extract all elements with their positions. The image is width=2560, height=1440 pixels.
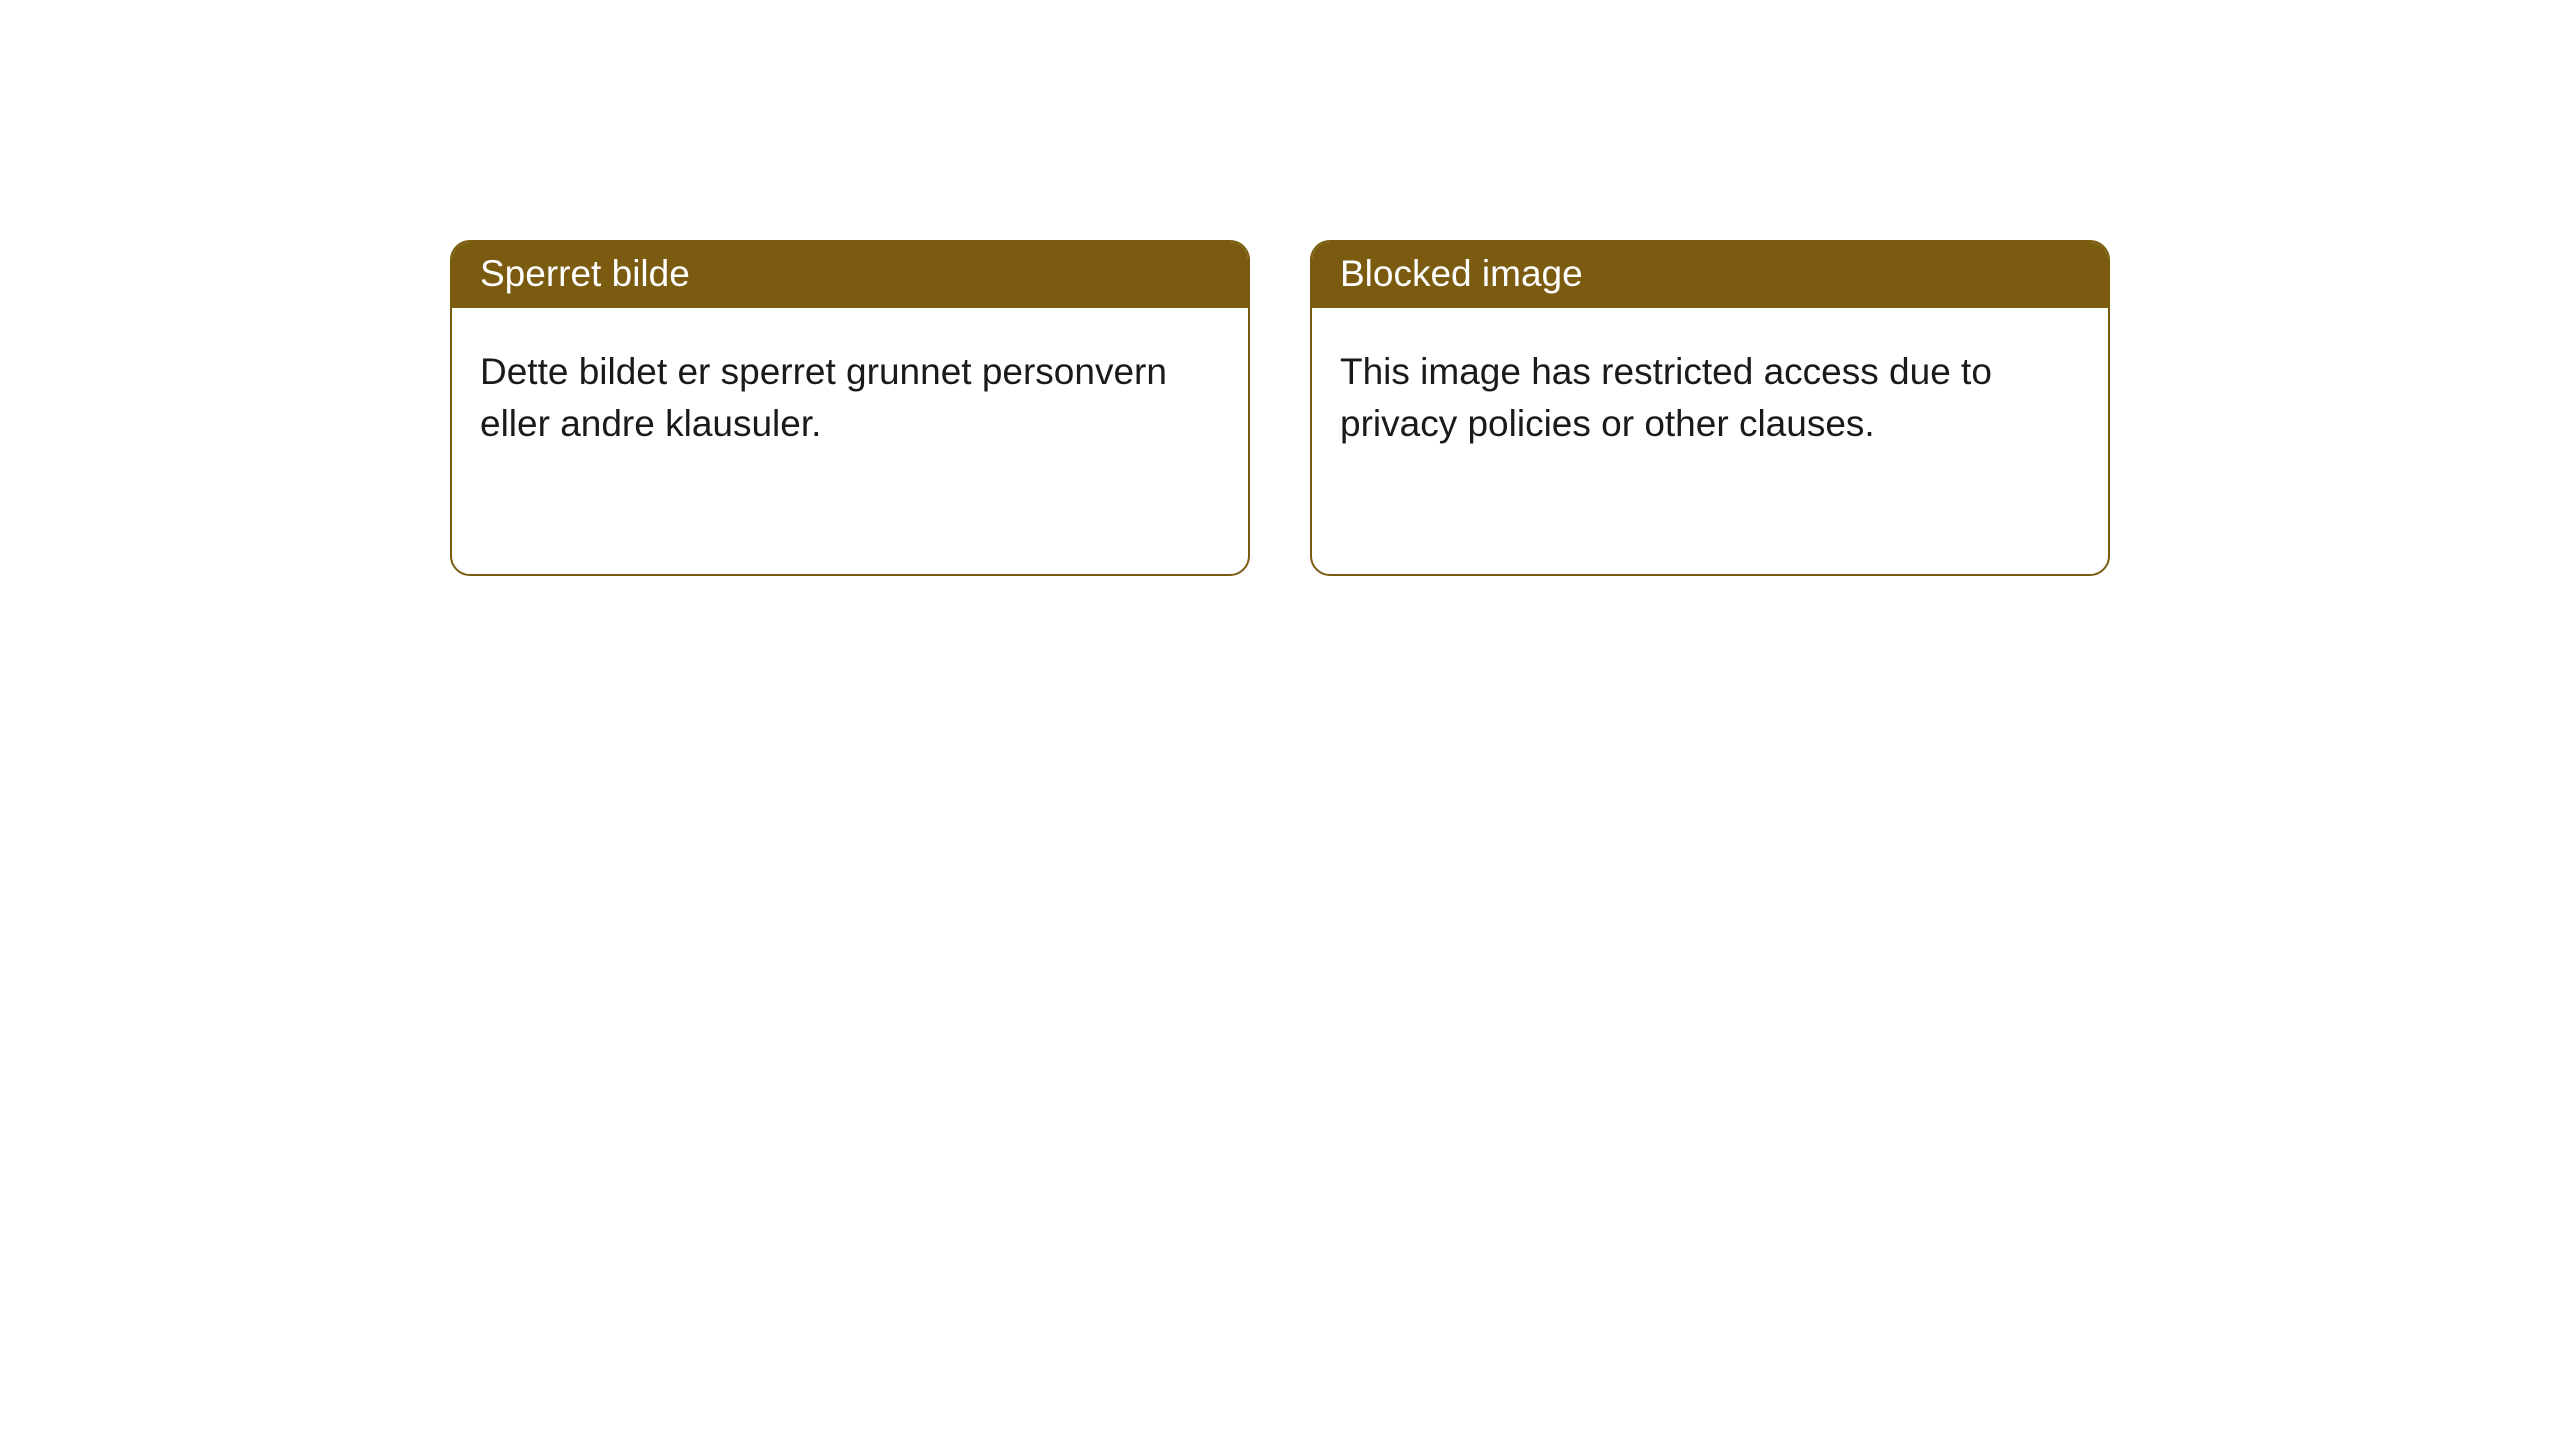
- notice-body-norwegian: Dette bildet er sperret grunnet personve…: [452, 308, 1248, 478]
- notice-container: Sperret bilde Dette bildet er sperret gr…: [0, 0, 2560, 576]
- notice-title-english: Blocked image: [1312, 242, 2108, 308]
- notice-card-norwegian: Sperret bilde Dette bildet er sperret gr…: [450, 240, 1250, 576]
- notice-body-english: This image has restricted access due to …: [1312, 308, 2108, 478]
- notice-card-english: Blocked image This image has restricted …: [1310, 240, 2110, 576]
- notice-title-norwegian: Sperret bilde: [452, 242, 1248, 308]
